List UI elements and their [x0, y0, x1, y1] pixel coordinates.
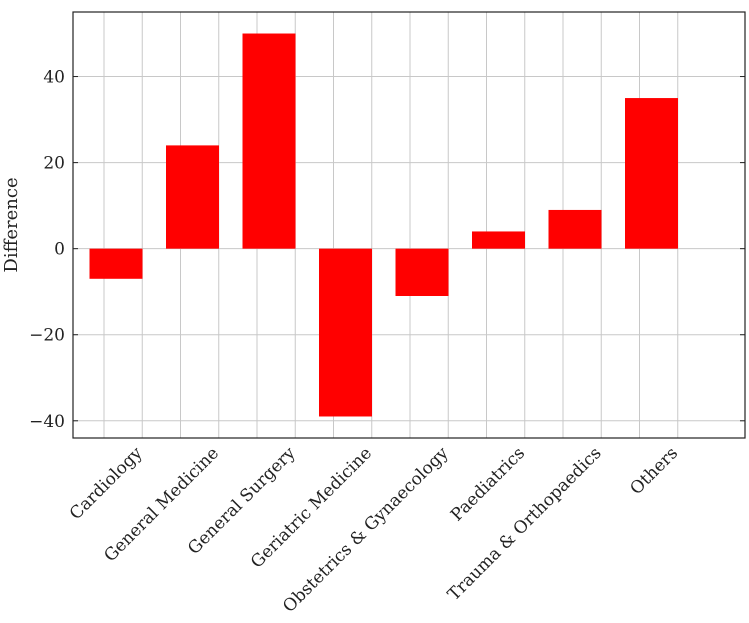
x-tick-label: Trauma & Orthopaedics: [444, 443, 606, 605]
bar: [319, 248, 372, 417]
bar: [242, 33, 296, 249]
bar: [548, 209, 602, 249]
bar: [395, 248, 449, 296]
bar: [472, 231, 525, 249]
y-tick-label: −40: [29, 412, 65, 432]
bar: [166, 145, 219, 249]
y-axis-label: Difference: [1, 177, 22, 272]
y-tick-label: −20: [29, 326, 65, 346]
y-tick-label: 0: [54, 240, 65, 260]
x-tick-label: Cardiology: [66, 443, 147, 524]
x-tick-label: Obstetrics & Gynaecology: [279, 443, 453, 617]
y-tick-label: 40: [43, 68, 65, 88]
x-tick-label: Others: [626, 443, 682, 499]
plot-frame: [72, 11, 746, 439]
bar: [89, 248, 143, 279]
x-tick-label: Paediatrics: [447, 443, 529, 525]
y-tick-label: 20: [43, 154, 65, 174]
ticks: [73, 76, 745, 422]
bars: [89, 33, 678, 417]
bar: [625, 98, 678, 249]
